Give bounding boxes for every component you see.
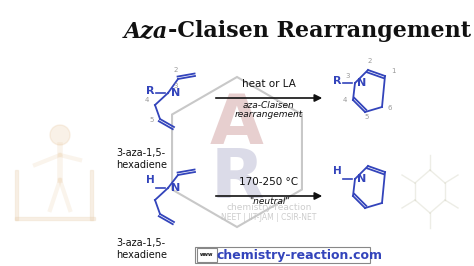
Text: "neutral": "neutral" <box>249 197 289 206</box>
Text: chemistry-reaction.com: chemistry-reaction.com <box>217 248 383 261</box>
Text: www: www <box>200 252 214 257</box>
Text: NEET | IIT-JAM | CSIR-NET: NEET | IIT-JAM | CSIR-NET <box>221 214 317 222</box>
Text: rearrangement: rearrangement <box>235 110 303 119</box>
Text: H: H <box>146 175 155 185</box>
Bar <box>195 247 370 263</box>
Text: N: N <box>357 78 366 88</box>
Text: Aza: Aza <box>124 20 168 42</box>
Text: 2: 2 <box>174 67 178 73</box>
Text: 3: 3 <box>346 73 350 79</box>
Text: aza-Claisen: aza-Claisen <box>243 101 295 110</box>
Text: A: A <box>210 92 264 159</box>
Bar <box>197 248 217 262</box>
Text: 170-250 °C: 170-250 °C <box>239 177 299 187</box>
Bar <box>90 170 93 220</box>
Text: N: N <box>357 174 366 184</box>
Text: R: R <box>210 144 264 211</box>
Text: 5: 5 <box>365 114 369 120</box>
Text: 3: 3 <box>174 83 178 89</box>
Text: 1: 1 <box>391 68 395 74</box>
Text: chemistry-reaction: chemistry-reaction <box>226 203 312 213</box>
Text: N: N <box>171 183 180 193</box>
Text: R: R <box>146 86 154 96</box>
Text: N: N <box>171 88 180 98</box>
Text: 6: 6 <box>388 105 392 111</box>
Text: 2: 2 <box>368 58 372 64</box>
Circle shape <box>50 125 70 145</box>
Bar <box>15 170 18 220</box>
Text: -Claisen Rearrangement: -Claisen Rearrangement <box>168 20 471 42</box>
Text: 5: 5 <box>150 117 154 123</box>
Text: 4: 4 <box>343 97 347 103</box>
Text: heat or LA: heat or LA <box>242 79 296 89</box>
Text: 3-aza-1,5-
hexadiene: 3-aza-1,5- hexadiene <box>117 238 167 260</box>
Text: R: R <box>333 76 341 86</box>
Text: 4: 4 <box>145 97 149 103</box>
Bar <box>15 217 95 220</box>
Text: H: H <box>333 166 341 176</box>
Text: 3-aza-1,5-
hexadiene: 3-aza-1,5- hexadiene <box>117 148 167 171</box>
